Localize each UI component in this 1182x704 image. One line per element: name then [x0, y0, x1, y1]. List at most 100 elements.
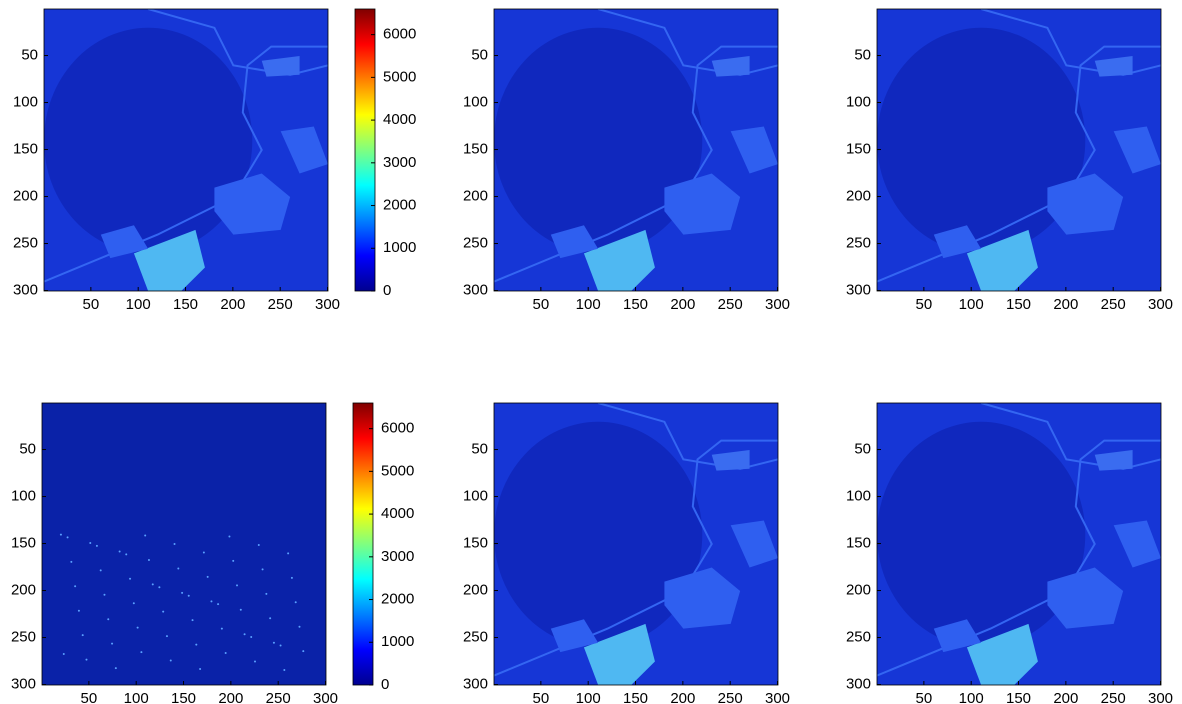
- y-tick-label: 100: [463, 93, 488, 110]
- speck: [224, 652, 227, 655]
- y-tick-label: 200: [13, 187, 38, 204]
- colorbar-tick-label: 0: [383, 282, 391, 299]
- speck: [290, 576, 293, 579]
- y-tick-label: 50: [854, 440, 871, 457]
- colorbar-tick-label: 2000: [383, 197, 416, 214]
- speck: [199, 668, 202, 671]
- field: [261, 56, 300, 77]
- speck: [125, 553, 128, 556]
- speck: [195, 643, 198, 646]
- speck: [283, 668, 286, 671]
- colorbar-tick-label: 2000: [381, 591, 414, 608]
- speck: [232, 559, 235, 562]
- speck: [158, 586, 161, 589]
- speck: [294, 601, 297, 604]
- y-tick-label: 250: [846, 234, 871, 251]
- x-tick-label: 100: [959, 296, 984, 313]
- river: [147, 9, 328, 76]
- bright-field: [583, 623, 655, 685]
- y-tick-label: 300: [463, 675, 488, 692]
- y-tick-label: 250: [11, 628, 36, 645]
- y-tick-label: 300: [846, 675, 871, 692]
- dark-region: [44, 27, 253, 254]
- y-tick-label: 300: [11, 675, 36, 692]
- dark-region: [877, 421, 1086, 648]
- x-tick-label: 150: [623, 296, 648, 313]
- x-tick-label: 250: [718, 690, 743, 704]
- colorbar-tick-label: 3000: [383, 154, 416, 171]
- x-tick-label: 150: [1006, 296, 1031, 313]
- urban: [1047, 173, 1124, 235]
- speck: [111, 642, 114, 645]
- y-tick-label: 150: [846, 534, 871, 551]
- speck: [132, 602, 135, 605]
- bright-field: [133, 229, 205, 291]
- y-tick-label: 300: [846, 281, 871, 298]
- river: [877, 439, 1161, 677]
- speck: [70, 560, 73, 563]
- y-tick-label: 150: [463, 534, 488, 551]
- speck: [279, 644, 282, 647]
- x-tick-label: 250: [1101, 690, 1126, 704]
- x-tick-label: 300: [1148, 296, 1173, 313]
- speck: [228, 535, 231, 538]
- speck: [177, 567, 180, 570]
- x-tick-label: 50: [83, 296, 100, 313]
- speck: [147, 558, 150, 561]
- y-tick-label: 200: [463, 581, 488, 598]
- speck: [118, 550, 121, 553]
- speck: [99, 569, 102, 572]
- x-tick-label: 100: [126, 296, 151, 313]
- y-tick-label: 100: [463, 487, 488, 504]
- x-tick-label: 50: [533, 690, 550, 704]
- y-tick-label: 150: [463, 140, 488, 157]
- speck: [165, 635, 168, 638]
- x-tick-label: 200: [218, 690, 243, 704]
- field: [933, 225, 982, 259]
- dark-region: [877, 27, 1086, 254]
- y-tick-label: 50: [19, 440, 36, 457]
- y-tick-label: 150: [11, 534, 36, 551]
- y-tick-label: 250: [13, 234, 38, 251]
- image-bg: [42, 403, 326, 685]
- x-tick-label: 100: [124, 690, 149, 704]
- colorbar-tick-label: 1000: [383, 239, 416, 256]
- speck: [81, 634, 84, 637]
- speck: [298, 625, 301, 628]
- river: [44, 45, 328, 283]
- image: [877, 9, 1161, 291]
- image: [877, 403, 1161, 685]
- speck: [257, 543, 260, 546]
- dark-region: [494, 27, 703, 254]
- colorbar-tick-label: 5000: [381, 462, 414, 479]
- y-tick-label: 100: [11, 487, 36, 504]
- y-tick-label: 50: [21, 46, 38, 63]
- colorbar: [354, 8, 376, 292]
- field: [711, 56, 750, 77]
- bright-field: [583, 229, 655, 291]
- speck: [107, 618, 110, 621]
- field: [550, 225, 599, 259]
- speck: [210, 600, 213, 603]
- river: [980, 403, 1161, 470]
- speck: [272, 641, 275, 644]
- river: [597, 403, 778, 470]
- field: [933, 619, 982, 653]
- field: [550, 619, 599, 653]
- y-tick-label: 200: [846, 187, 871, 204]
- x-tick-label: 250: [1101, 296, 1126, 313]
- y-tick-label: 250: [846, 628, 871, 645]
- field: [711, 450, 750, 471]
- y-tick-label: 150: [846, 140, 871, 157]
- river: [597, 9, 778, 76]
- colorbar-tick-label: 0: [381, 676, 389, 693]
- x-tick-label: 300: [315, 296, 340, 313]
- x-tick-label: 50: [533, 296, 550, 313]
- speck: [254, 660, 256, 663]
- speck: [181, 591, 184, 594]
- image: [44, 9, 328, 291]
- urban: [1113, 520, 1161, 568]
- speck: [206, 575, 209, 578]
- x-tick-label: 150: [171, 690, 196, 704]
- speck: [250, 636, 253, 639]
